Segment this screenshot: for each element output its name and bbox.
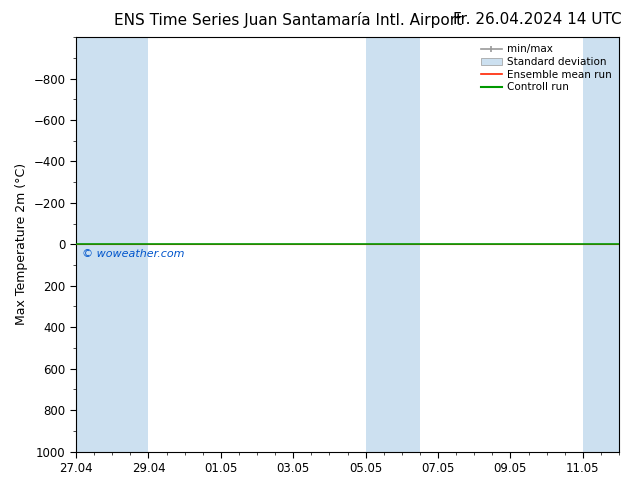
Y-axis label: Max Temperature 2m (°C): Max Temperature 2m (°C) bbox=[15, 163, 28, 325]
Legend: min/max, Standard deviation, Ensemble mean run, Controll run: min/max, Standard deviation, Ensemble me… bbox=[479, 42, 614, 94]
Text: Fr. 26.04.2024 14 UTC: Fr. 26.04.2024 14 UTC bbox=[453, 12, 621, 27]
Bar bbox=[76, 37, 148, 452]
Bar bbox=[583, 37, 619, 452]
Bar bbox=[366, 37, 420, 452]
Text: ENS Time Series Juan Santamaría Intl. Airport: ENS Time Series Juan Santamaría Intl. Ai… bbox=[114, 12, 462, 28]
Text: © woweather.com: © woweather.com bbox=[82, 249, 184, 260]
